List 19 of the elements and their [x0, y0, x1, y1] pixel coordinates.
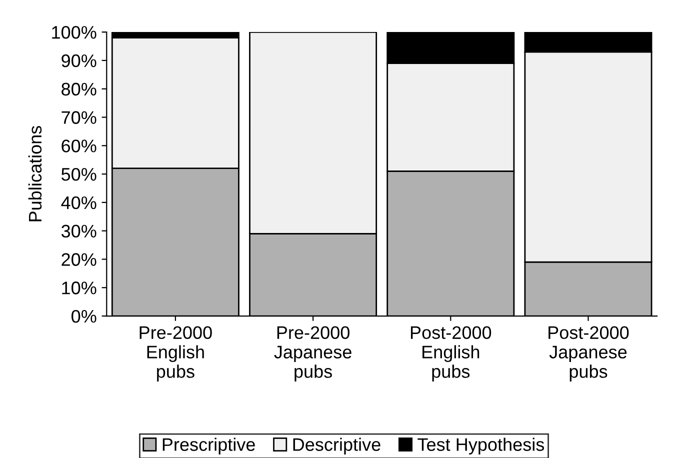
y-tick-label: 10%	[62, 282, 96, 294]
y-tick-label: 100%	[52, 26, 96, 39]
x-tick-label: Pre-2000 Japanese pubs	[274, 326, 352, 382]
legend-label: Descriptive	[293, 438, 380, 455]
y-tick-label: 20%	[62, 253, 96, 266]
x-tick-label: Post-2000 Japanese pubs	[548, 326, 629, 382]
y-tick-label: 60%	[62, 140, 96, 152]
legend-label: Test Hypothesis	[418, 438, 544, 455]
legend-label: Prescriptive	[162, 438, 255, 455]
y-tick-label: 30%	[61, 224, 96, 238]
x-tick-label: Post-2000 English pubs	[410, 326, 492, 382]
x-tick-label: Pre-2000 English pubs	[140, 326, 212, 382]
y-tick-label: 80%	[62, 82, 96, 96]
y-tick-label: 70%	[62, 111, 96, 124]
y-tick-label: 0%	[72, 310, 96, 323]
y-axis-title: Publications	[28, 126, 42, 222]
y-tick-label: 40%	[61, 196, 96, 210]
y-tick-label: 50%	[62, 168, 96, 181]
y-tick-label: 90%	[62, 54, 96, 68]
